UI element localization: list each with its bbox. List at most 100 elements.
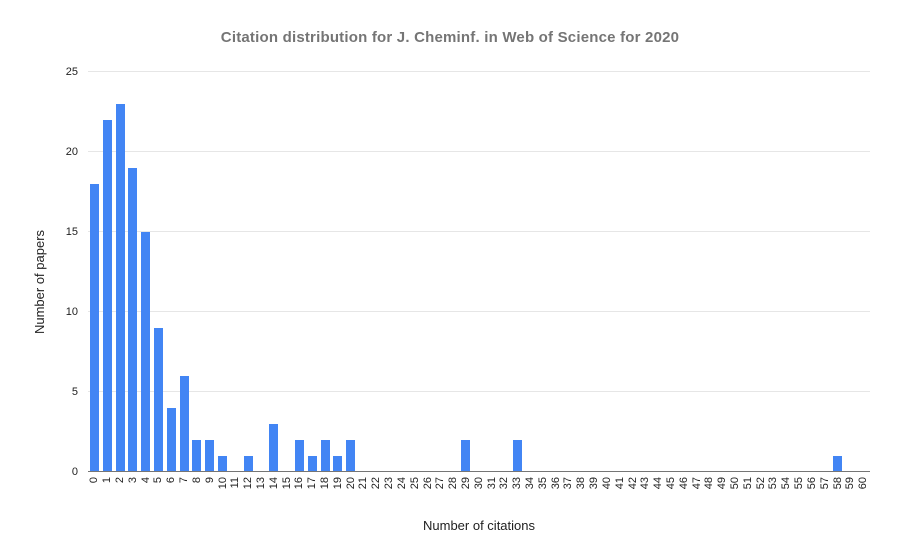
x-tick-slot: 48 bbox=[703, 475, 716, 517]
x-tick-label: 15 bbox=[280, 477, 293, 490]
y-tick-label: 20 bbox=[65, 146, 78, 158]
x-tick-label: 30 bbox=[472, 477, 485, 490]
bar-slot bbox=[767, 72, 780, 472]
x-tick-label: 28 bbox=[447, 477, 460, 490]
bar-slot bbox=[485, 72, 498, 472]
x-tick-label: 35 bbox=[536, 477, 549, 490]
bar-slot bbox=[536, 72, 549, 472]
x-tick-slot: 57 bbox=[818, 475, 831, 517]
bar-slot bbox=[396, 72, 409, 472]
x-tick-label: 10 bbox=[216, 477, 229, 490]
bar-slot bbox=[498, 72, 511, 472]
bar-slot bbox=[101, 72, 114, 472]
bar-slot bbox=[447, 72, 460, 472]
x-tick-slot: 9 bbox=[203, 475, 216, 517]
x-tick-label: 47 bbox=[690, 477, 703, 490]
x-tick-label: 7 bbox=[178, 477, 191, 484]
bar-slot bbox=[383, 72, 396, 472]
x-tick-slot: 24 bbox=[396, 475, 409, 517]
x-tick-slot: 47 bbox=[690, 475, 703, 517]
bar-slot bbox=[652, 72, 665, 472]
bar-slot bbox=[408, 72, 421, 472]
bar-slot bbox=[344, 72, 357, 472]
bar-slot bbox=[549, 72, 562, 472]
bar-10 bbox=[218, 456, 228, 472]
x-tick-slot: 19 bbox=[331, 475, 344, 517]
x-axis-tick-labels: 0 1 2 3 4 5 6 7 8 9 10 11 12 13 14 15 16 17 18 19 20 21 22 23 24… bbox=[88, 475, 870, 517]
x-tick-label: 17 bbox=[306, 477, 319, 490]
x-tick-label: 39 bbox=[588, 477, 601, 490]
bar-29 bbox=[461, 440, 471, 472]
x-tick-slot: 16 bbox=[293, 475, 306, 517]
x-tick-slot: 20 bbox=[344, 475, 357, 517]
bar-slot bbox=[88, 72, 101, 472]
x-tick-label: 33 bbox=[511, 477, 524, 490]
bar-slot bbox=[793, 72, 806, 472]
x-tick-slot: 2 bbox=[114, 475, 127, 517]
x-tick-slot: 25 bbox=[408, 475, 421, 517]
x-tick-label: 46 bbox=[677, 477, 690, 490]
gridlines bbox=[88, 71, 870, 472]
x-tick-slot: 5 bbox=[152, 475, 165, 517]
bar-slot bbox=[152, 72, 165, 472]
bar-4 bbox=[141, 232, 151, 472]
x-tick-slot: 14 bbox=[267, 475, 280, 517]
plot-area bbox=[88, 71, 870, 472]
x-tick-slot: 12 bbox=[242, 475, 255, 517]
bar-slot bbox=[857, 72, 870, 472]
y-tick-label: 15 bbox=[65, 226, 78, 238]
bar-slot bbox=[588, 72, 601, 472]
bar-slot bbox=[511, 72, 524, 472]
x-tick-label: 1 bbox=[101, 477, 114, 484]
x-tick-label: 56 bbox=[805, 477, 818, 490]
x-tick-slot: 54 bbox=[780, 475, 793, 517]
x-tick-label: 19 bbox=[331, 477, 344, 490]
bar-8 bbox=[192, 440, 202, 472]
bar-slot bbox=[562, 72, 575, 472]
x-tick-label: 20 bbox=[344, 477, 357, 490]
bar-slot bbox=[639, 72, 652, 472]
x-tick-slot: 34 bbox=[524, 475, 537, 517]
bar-5 bbox=[153, 328, 163, 472]
bar-7 bbox=[179, 376, 189, 472]
x-tick-label: 38 bbox=[575, 477, 588, 490]
bar-14 bbox=[269, 424, 279, 472]
x-tick-slot: 53 bbox=[767, 475, 780, 517]
bar-slot bbox=[575, 72, 588, 472]
x-tick-slot: 46 bbox=[677, 475, 690, 517]
x-tick-label: 25 bbox=[408, 477, 421, 490]
x-tick-slot: 18 bbox=[319, 475, 332, 517]
x-tick-label: 40 bbox=[600, 477, 613, 490]
x-tick-label: 44 bbox=[652, 477, 665, 490]
x-tick-slot: 37 bbox=[562, 475, 575, 517]
x-tick-slot: 50 bbox=[729, 475, 742, 517]
x-tick-label: 43 bbox=[639, 477, 652, 490]
bar-slot bbox=[460, 72, 473, 472]
x-tick-label: 3 bbox=[126, 477, 139, 484]
x-tick-label: 11 bbox=[229, 477, 242, 489]
bar-slot bbox=[601, 72, 614, 472]
x-tick-label: 21 bbox=[357, 477, 370, 490]
bar-slot bbox=[229, 72, 242, 472]
x-tick-slot: 59 bbox=[844, 475, 857, 517]
bar-12 bbox=[243, 456, 253, 472]
x-tick-slot: 30 bbox=[472, 475, 485, 517]
chart-title: Citation distribution for J. Cheminf. in… bbox=[220, 29, 680, 46]
x-tick-slot: 39 bbox=[588, 475, 601, 517]
x-tick-label: 51 bbox=[741, 477, 754, 490]
x-tick-label: 55 bbox=[793, 477, 806, 490]
bar-0 bbox=[89, 184, 99, 472]
bar-slot bbox=[677, 72, 690, 472]
x-tick-slot: 6 bbox=[165, 475, 178, 517]
bar-6 bbox=[166, 408, 176, 472]
x-tick-slot: 11 bbox=[229, 475, 242, 517]
bar-slot bbox=[370, 72, 383, 472]
x-tick-label: 53 bbox=[767, 477, 780, 490]
x-axis-title: Number of citations bbox=[423, 518, 535, 533]
x-tick-label: 5 bbox=[152, 477, 165, 484]
bar-9 bbox=[205, 440, 215, 472]
x-tick-label: 36 bbox=[549, 477, 562, 490]
x-tick-label: 9 bbox=[203, 477, 216, 484]
x-tick-slot: 45 bbox=[665, 475, 678, 517]
y-tick-label: 0 bbox=[71, 466, 78, 478]
